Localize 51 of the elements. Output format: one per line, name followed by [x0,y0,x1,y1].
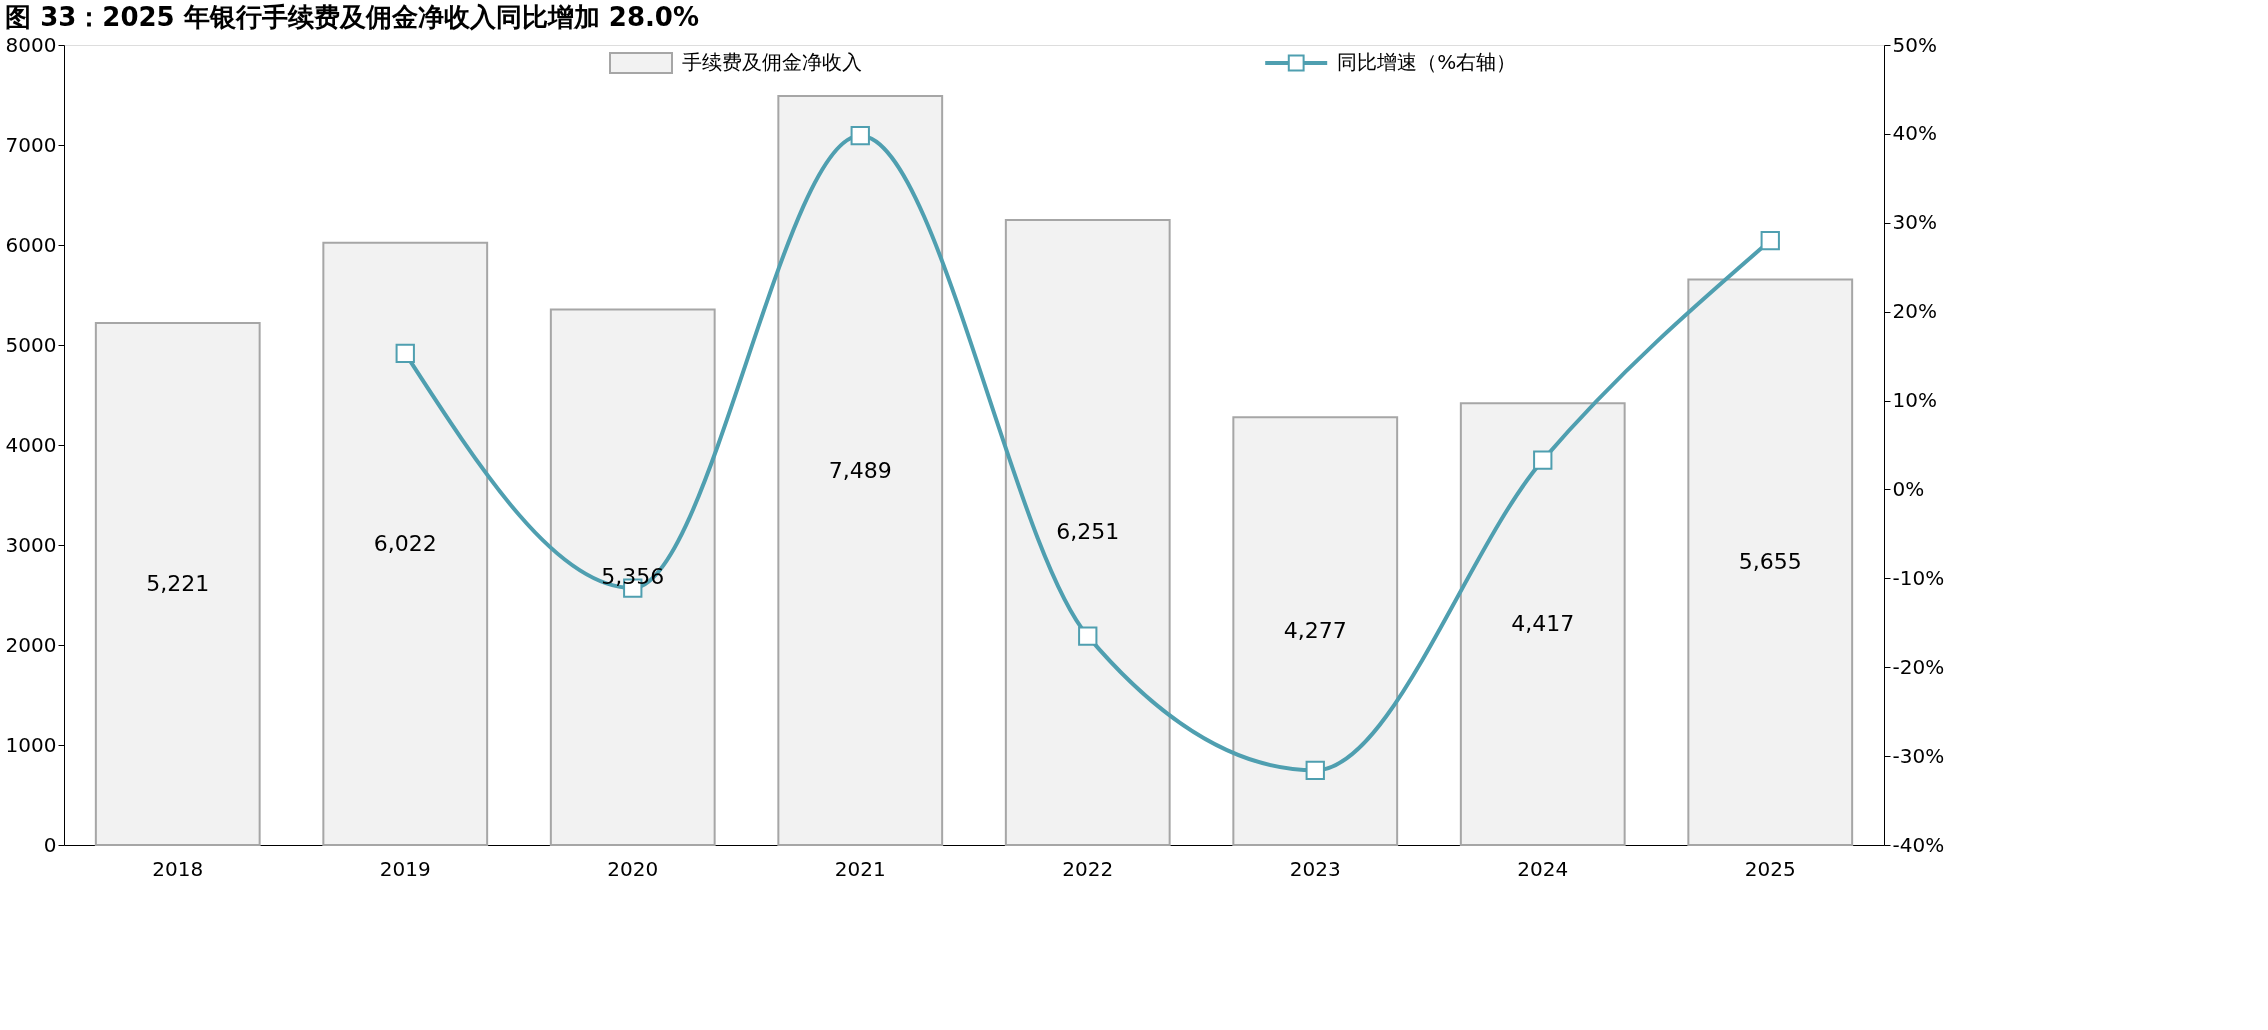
bar [1004,218,1171,846]
y-tick-label: 2000 [5,632,57,657]
y2-tick-label: 0% [1892,476,1925,501]
y2-tick-label: -10% [1892,565,1945,590]
y2-tick-label: 10% [1892,388,1937,413]
data-label: 6,022 [373,530,437,556]
point [1305,760,1325,780]
x-tick-label: 2024 [1517,856,1569,881]
x-tick-label: 2021 [834,856,886,881]
y-tick-label: 1000 [5,732,57,757]
bar [549,308,716,846]
data-label: 5,221 [146,570,210,596]
legend-label: 手续费及佣金净收入 [682,50,862,74]
chart-title: 图 33：2025 年银行手续费及佣金净收入同比增加 28.0% [5,2,700,32]
y2-tick-label: 40% [1892,121,1937,146]
y2-tick-label: -20% [1892,654,1945,679]
bar [777,95,944,846]
y2-tick-label: -40% [1892,832,1945,857]
y2-tick-label: 50% [1892,32,1937,57]
y2-tick-label: 20% [1892,299,1937,324]
bar [1687,278,1854,846]
data-label: 4,277 [1283,618,1347,644]
y-tick-label: 5000 [5,332,57,357]
y2-tick-label: -30% [1892,743,1945,768]
x-tick-label: 2020 [607,856,659,881]
y-tick-label: 7000 [5,132,57,157]
x-tick-label: 2023 [1289,856,1341,881]
point [1533,450,1553,470]
x-tick-label: 2022 [1062,856,1114,881]
point [1078,626,1098,646]
bar [94,321,261,846]
y-tick-label: 0 [43,832,57,857]
y2-tick-label: 30% [1892,210,1937,235]
x-tick-label: 2019 [379,856,431,881]
y-tick-label: 4000 [5,432,57,457]
bar [322,241,489,846]
data-label: 5,655 [1738,549,1802,575]
y-tick-label: 6000 [5,232,57,257]
point [850,126,870,146]
bar [1232,416,1399,846]
data-label: 6,251 [1056,519,1120,545]
legend-label: 同比增速（%右轴） [1337,50,1517,74]
data-label: 7,489 [828,457,892,483]
data-label: 4,417 [1511,611,1575,637]
bar [1459,402,1626,846]
point [1760,230,1780,251]
point [395,343,415,364]
x-tick-label: 2025 [1744,856,1796,881]
y-tick-label: 8000 [5,32,57,57]
x-tick-label: 2018 [152,856,204,881]
y-tick-label: 3000 [5,532,57,557]
